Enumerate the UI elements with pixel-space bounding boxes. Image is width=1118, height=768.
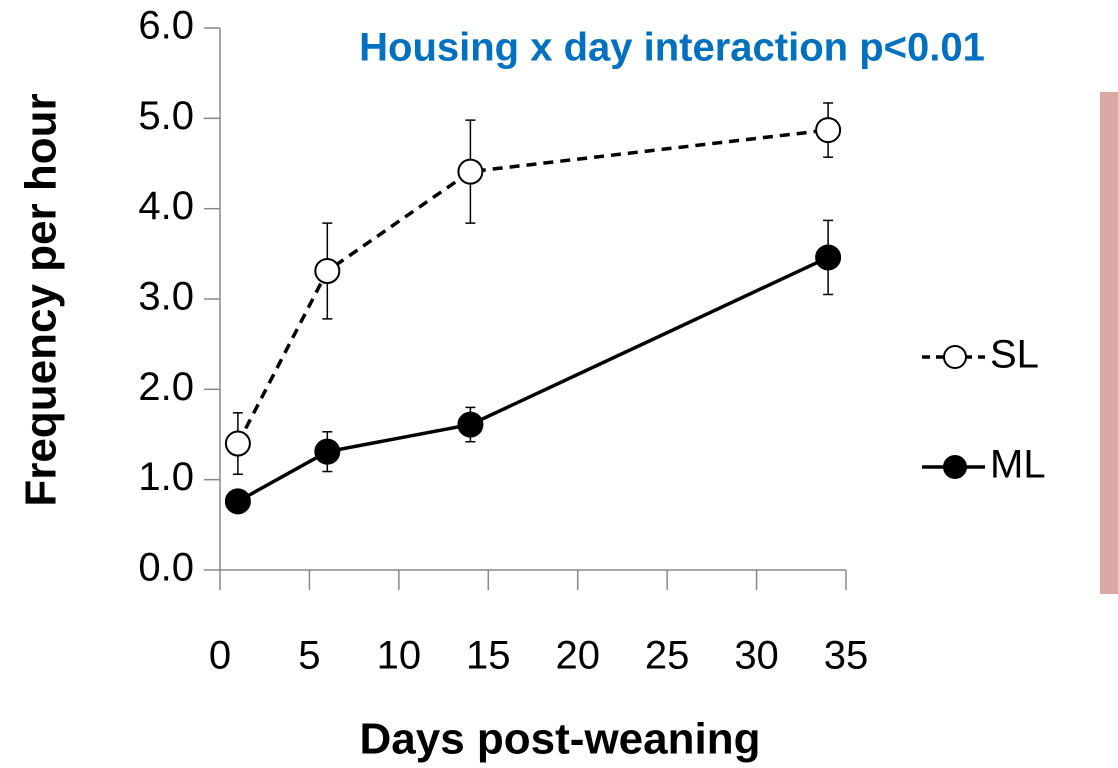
series-line [237, 255, 829, 503]
legend-label: ML [990, 443, 1046, 487]
y-tick-label: 3.0 [138, 275, 194, 319]
y-tick-label: 0.0 [138, 546, 194, 590]
x-tick-label: 15 [466, 634, 511, 678]
y-tick-label: 5.0 [138, 94, 194, 138]
x-axis-title: Days post-weaning [360, 715, 761, 764]
y-tick-label: 2.0 [138, 365, 194, 409]
legend-marker [943, 345, 967, 369]
marker [314, 257, 341, 284]
series-line [236, 128, 829, 445]
photo [1100, 92, 1118, 594]
x-tick-label: 10 [377, 634, 422, 678]
marker [457, 411, 484, 438]
x-tick-label: 20 [555, 634, 600, 678]
marker [314, 438, 341, 465]
marker [224, 488, 251, 515]
y-tick-label: 4.0 [138, 184, 194, 228]
x-tick-label: 0 [209, 634, 231, 678]
marker [457, 158, 484, 185]
legend-label: SL [990, 333, 1039, 377]
y-axis-title: Frequency per hour [17, 93, 66, 506]
legend-marker [943, 455, 967, 479]
marker [815, 244, 842, 271]
y-tick-label: 1.0 [138, 455, 194, 499]
marker [815, 117, 842, 144]
marker [224, 430, 251, 457]
x-tick-label: 35 [824, 634, 869, 678]
x-tick-label: 5 [298, 634, 320, 678]
y-tick-label: 6.0 [138, 4, 194, 48]
chart-title: Housing x day interaction p<0.01 [359, 26, 985, 70]
x-tick-label: 30 [734, 634, 779, 678]
x-tick-label: 25 [645, 634, 690, 678]
